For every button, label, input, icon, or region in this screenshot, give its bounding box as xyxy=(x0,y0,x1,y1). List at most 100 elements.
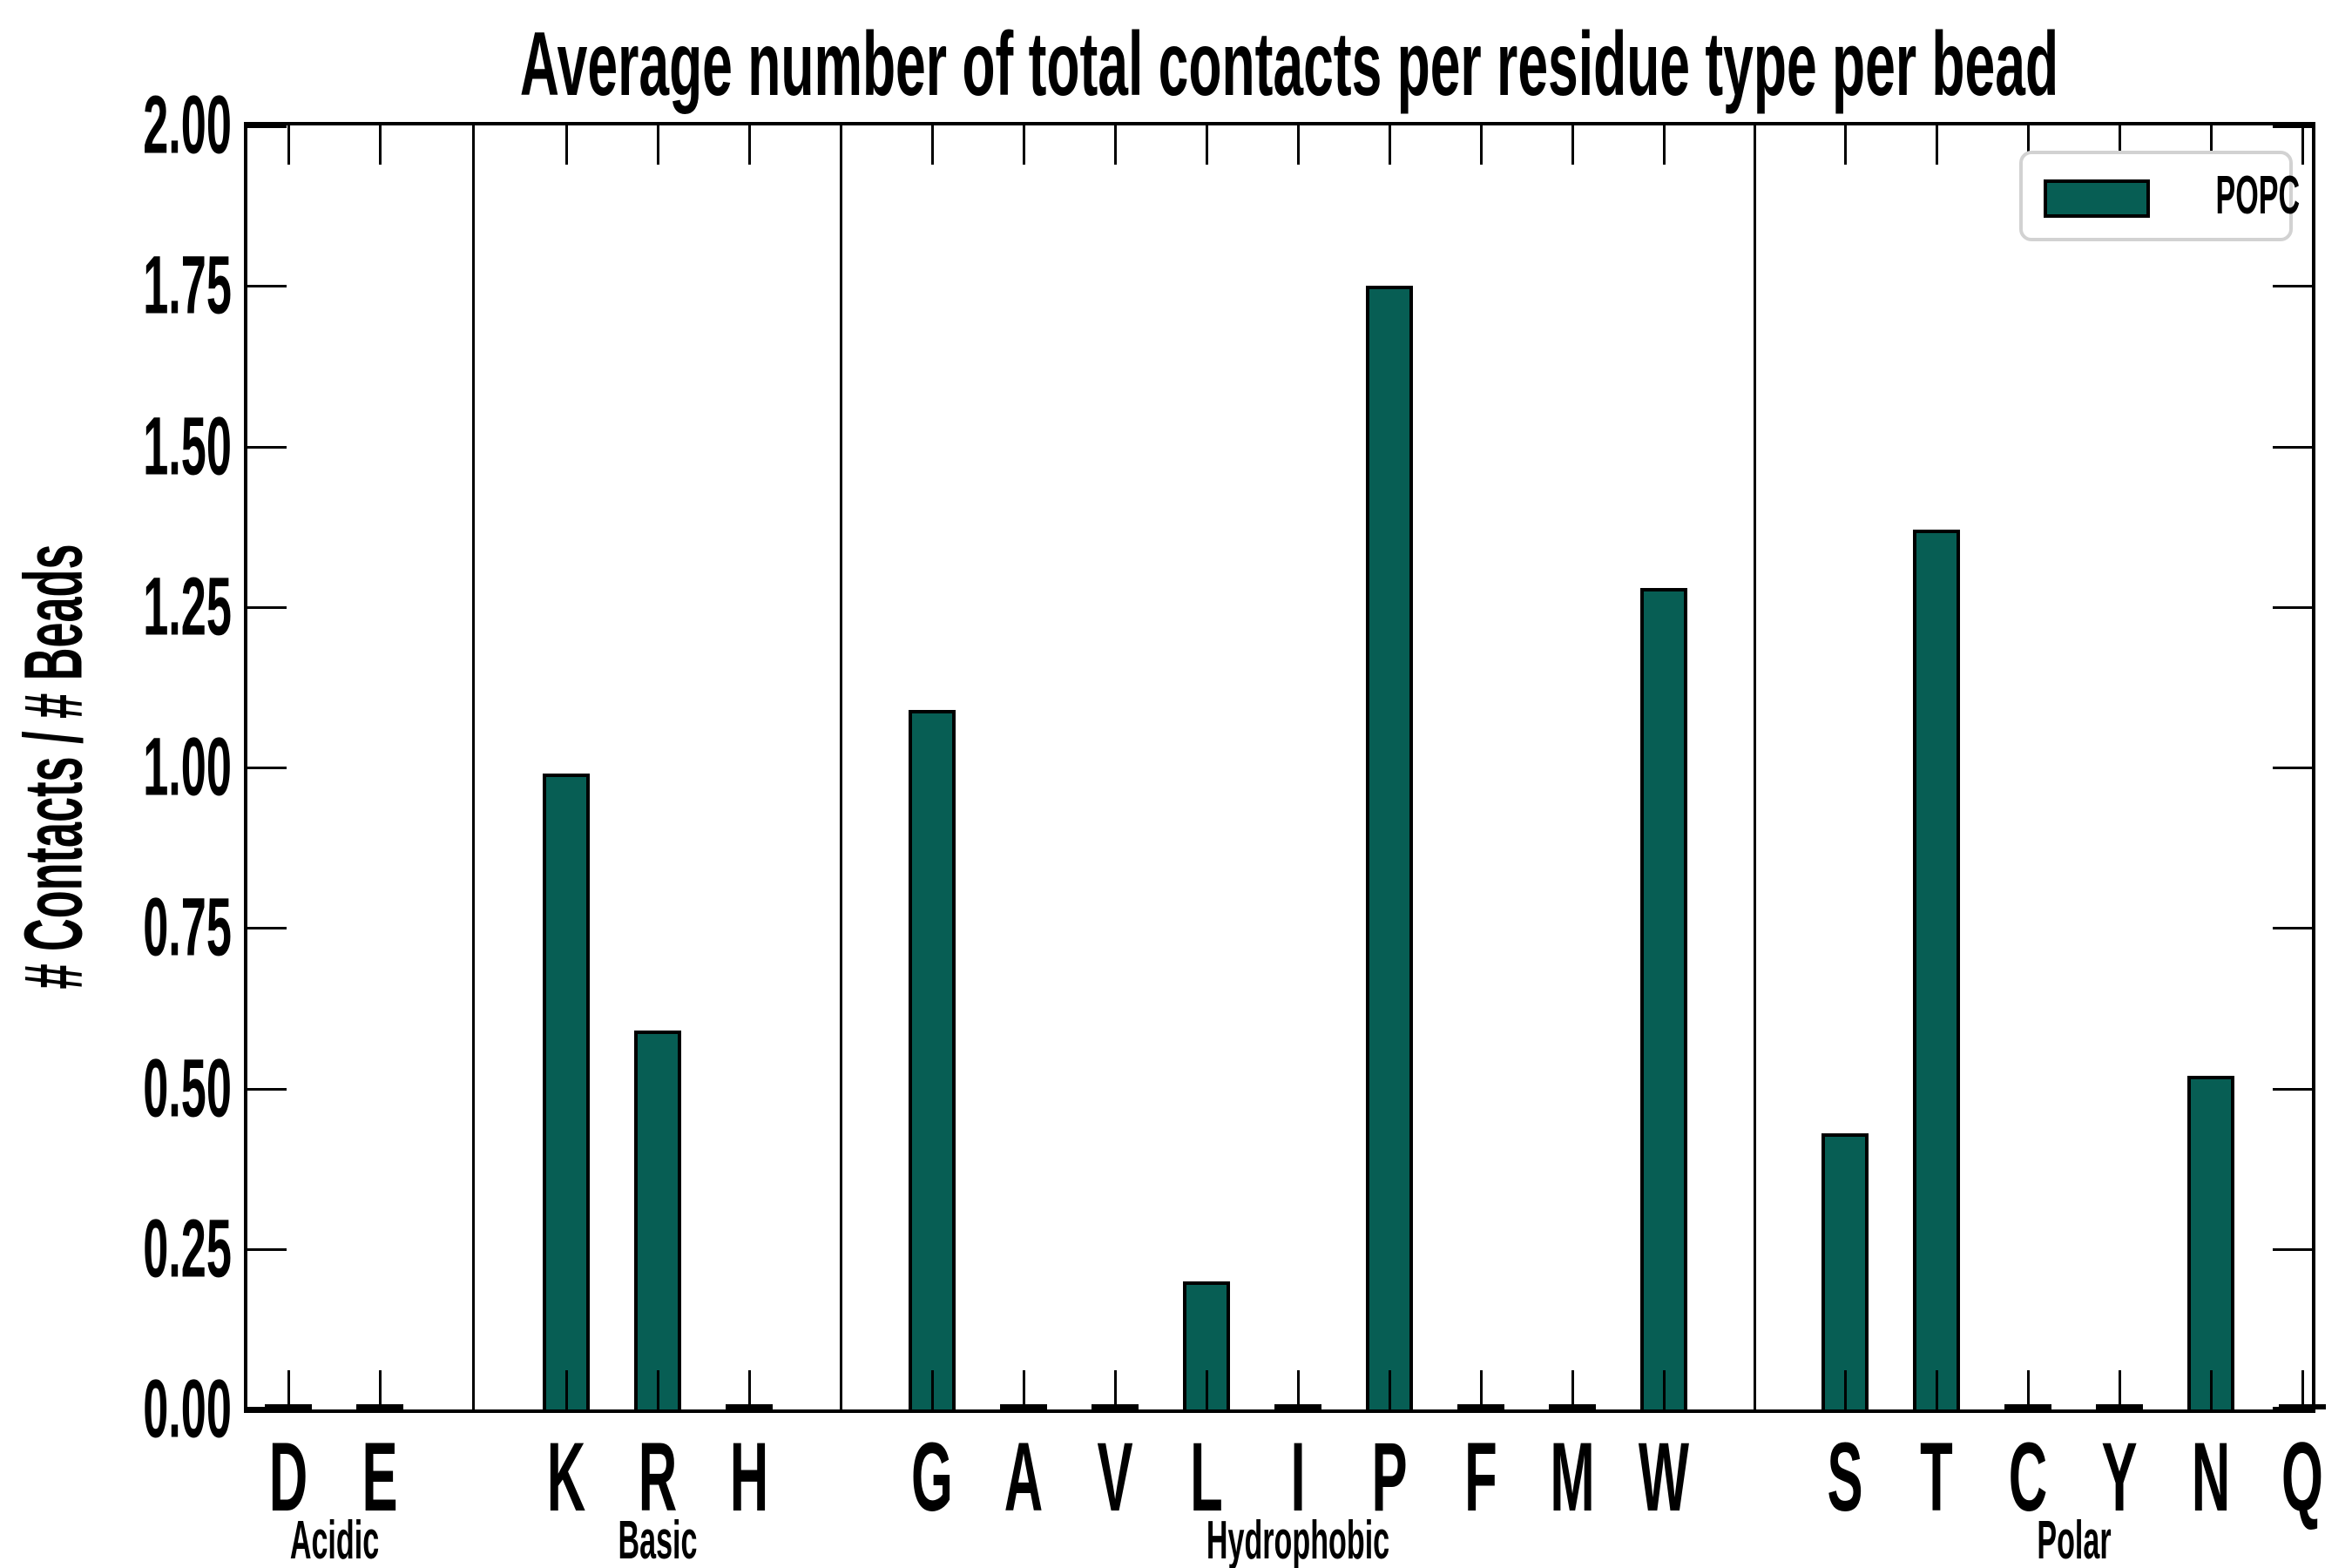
y-tick-label-text: 1.25 xyxy=(143,560,232,653)
group-label-text: Acidic xyxy=(289,1511,379,1568)
y-tick-label-text: 0.25 xyxy=(143,1202,232,1295)
y-tick-left-0.50 xyxy=(247,1087,287,1091)
x-tick-label-text: Y xyxy=(2101,1423,2138,1531)
bar-P xyxy=(1366,286,1413,1409)
x-tick-bottom-N xyxy=(2209,1370,2213,1409)
x-tick-top-I xyxy=(1296,125,1300,165)
y-tick-right-0.75 xyxy=(2273,926,2312,929)
y-tick-right-0.25 xyxy=(2273,1247,2312,1251)
y-tick-label-1.75: 1.75 xyxy=(23,239,232,332)
bar-K xyxy=(543,774,590,1409)
x-tick-label-S: S xyxy=(1813,1429,1878,1526)
y-tick-label-text: 1.50 xyxy=(143,400,232,493)
x-tick-label-text: A xyxy=(1004,1423,1044,1531)
x-tick-bottom-M xyxy=(1571,1370,1574,1409)
x-tick-bottom-S xyxy=(1843,1370,1847,1409)
bar-G xyxy=(909,710,956,1409)
y-tick-right-1.00 xyxy=(2273,766,2312,769)
y-tick-label-1.25: 1.25 xyxy=(23,560,232,653)
bar-R xyxy=(634,1031,681,1409)
bar-T xyxy=(1913,530,1960,1409)
group-divider xyxy=(471,125,475,1409)
x-tick-label-N: N xyxy=(2176,1429,2247,1526)
legend: POPC xyxy=(2019,151,2300,241)
x-tick-top-D xyxy=(287,125,290,165)
x-tick-top-E xyxy=(378,125,382,165)
x-tick-bottom-P xyxy=(1388,1370,1391,1409)
group-label-basic: Basic xyxy=(585,1514,729,1568)
x-tick-bottom-D xyxy=(287,1370,290,1409)
x-tick-top-F xyxy=(1479,125,1483,165)
x-tick-label-text: W xyxy=(1638,1423,1690,1531)
x-tick-label-T: T xyxy=(1907,1429,1966,1526)
y-tick-left-0.75 xyxy=(247,926,287,929)
x-tick-label-text: M xyxy=(1550,1423,1595,1531)
y-tick-label-2.00: 2.00 xyxy=(23,84,232,167)
x-tick-top-T xyxy=(1935,125,1938,165)
chart-title: Average number of total contacts per res… xyxy=(7,19,2352,110)
x-tick-label-text: P xyxy=(1371,1423,1408,1531)
bar-S xyxy=(1821,1133,1869,1409)
group-label-text: Basic xyxy=(618,1511,698,1568)
x-tick-label-text: I xyxy=(1290,1423,1306,1531)
x-tick-bottom-I xyxy=(1296,1370,1300,1409)
group-divider xyxy=(1753,125,1756,1409)
x-tick-top-H xyxy=(747,125,751,165)
y-tick-right-0.00 xyxy=(2273,1407,2312,1409)
y-tick-left-1.75 xyxy=(247,284,287,287)
x-tick-top-S xyxy=(1843,125,1847,165)
x-tick-top-Y xyxy=(2118,125,2121,165)
x-tick-label-text: F xyxy=(1464,1423,1497,1531)
x-tick-label-R: R xyxy=(623,1429,693,1526)
x-tick-bottom-Y xyxy=(2118,1370,2121,1409)
y-tick-left-1.00 xyxy=(247,766,287,769)
x-tick-label-text: Q xyxy=(2281,1423,2323,1531)
y-tick-label-0.00: 0.00 xyxy=(23,1362,232,1456)
x-tick-label-C: C xyxy=(1993,1429,2064,1526)
x-tick-bottom-Q xyxy=(2301,1370,2304,1409)
bar-N xyxy=(2187,1076,2234,1409)
x-tick-bottom-L xyxy=(1205,1370,1208,1409)
y-tick-label-text: 0.75 xyxy=(143,881,232,974)
x-tick-bottom-T xyxy=(1935,1370,1938,1409)
x-tick-label-text: D xyxy=(268,1423,308,1531)
x-tick-label-text: T xyxy=(1920,1423,1953,1531)
x-tick-label-Q: Q xyxy=(2264,1429,2340,1526)
x-tick-bottom-C xyxy=(2026,1370,2030,1409)
y-tick-label-text: 1.75 xyxy=(143,239,232,332)
x-tick-label-E: E xyxy=(348,1429,413,1526)
x-tick-bottom-K xyxy=(564,1370,568,1409)
y-tick-left-1.50 xyxy=(247,445,287,449)
x-tick-label-G: G xyxy=(894,1429,970,1526)
group-label-text: Polar xyxy=(2036,1511,2112,1568)
y-tick-label-0.75: 0.75 xyxy=(23,881,232,974)
x-tick-label-I: I xyxy=(1284,1429,1311,1526)
legend-swatch-popc xyxy=(2044,179,2150,218)
group-label-hydrophobic: Hydrophobic xyxy=(1132,1514,1464,1568)
x-tick-bottom-V xyxy=(1113,1370,1117,1409)
x-tick-top-C xyxy=(2026,125,2030,165)
y-tick-label-text: 1.00 xyxy=(143,720,232,814)
y-tick-left-0.25 xyxy=(247,1247,287,1251)
x-tick-label-F: F xyxy=(1451,1429,1511,1526)
legend-label-text: POPC xyxy=(2215,166,2301,226)
x-tick-bottom-F xyxy=(1479,1370,1483,1409)
y-tick-right-1.50 xyxy=(2273,445,2312,449)
x-tick-top-P xyxy=(1388,125,1391,165)
x-tick-bottom-H xyxy=(747,1370,751,1409)
x-tick-bottom-A xyxy=(1022,1370,1025,1409)
x-tick-label-V: V xyxy=(1083,1429,1148,1526)
x-tick-label-text: E xyxy=(362,1423,398,1531)
x-tick-bottom-E xyxy=(378,1370,382,1409)
x-tick-bottom-G xyxy=(930,1370,934,1409)
group-label-polar: Polar xyxy=(2006,1514,2141,1568)
x-tick-label-text: N xyxy=(2191,1423,2231,1531)
x-tick-top-K xyxy=(564,125,568,165)
x-tick-top-Q xyxy=(2301,125,2304,165)
x-tick-label-text: H xyxy=(729,1423,769,1531)
y-tick-label-1.00: 1.00 xyxy=(23,720,232,814)
y-tick-left-1.25 xyxy=(247,605,287,609)
y-tick-label-text: 0.00 xyxy=(143,1362,232,1456)
bar-W xyxy=(1640,588,1687,1409)
x-tick-label-text: L xyxy=(1190,1423,1223,1531)
